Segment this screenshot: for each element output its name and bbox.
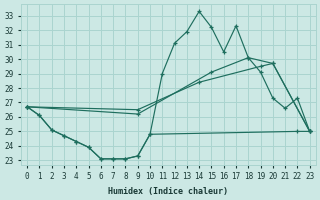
X-axis label: Humidex (Indice chaleur): Humidex (Indice chaleur) [108, 187, 228, 196]
